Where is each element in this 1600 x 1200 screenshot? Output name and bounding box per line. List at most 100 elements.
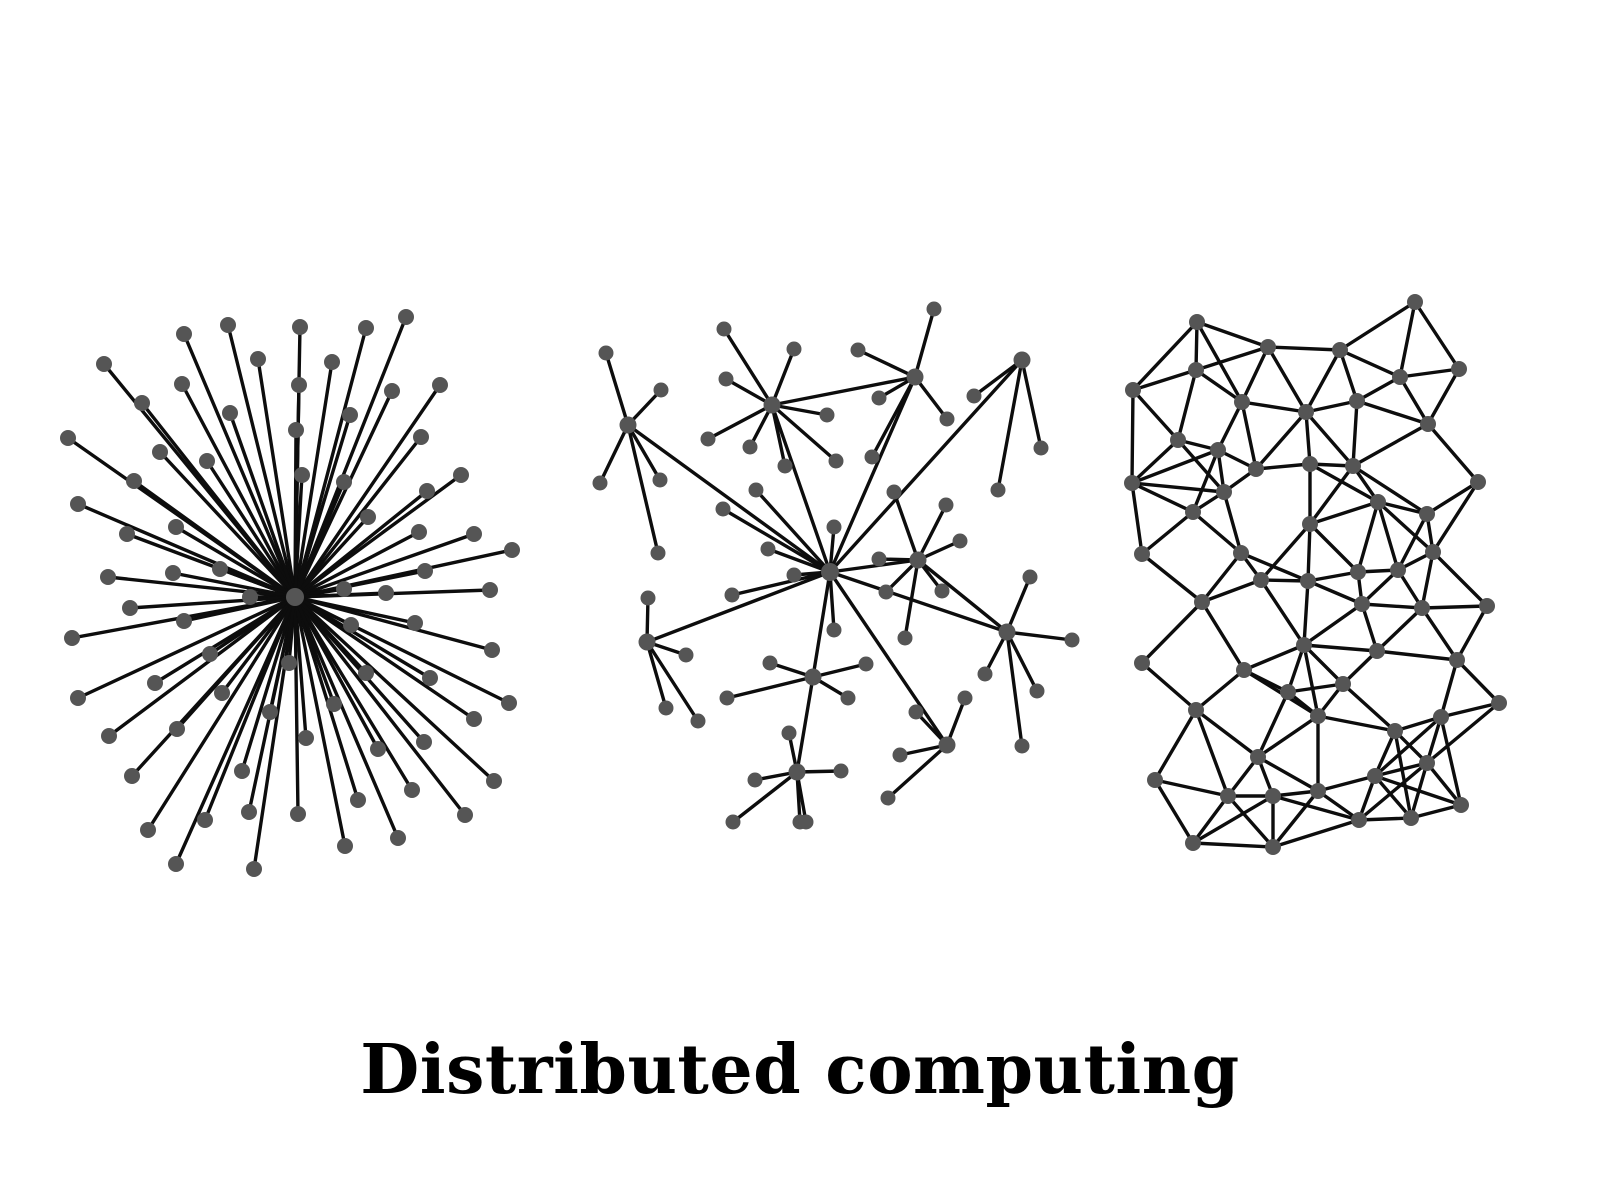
cluster-hub-node — [619, 416, 637, 434]
hub-link-edge — [828, 358, 1024, 574]
cluster-hub-node — [938, 736, 956, 754]
cluster-leaf-node — [880, 790, 896, 806]
mesh-node — [1407, 294, 1423, 310]
mesh-edge — [1286, 643, 1306, 694]
mesh-edge — [1357, 816, 1413, 822]
mesh-node — [1220, 788, 1236, 804]
mesh-edge — [1355, 375, 1402, 403]
star-leaf-node — [168, 856, 184, 872]
star-leaf-node — [298, 730, 314, 746]
star-leaf-node — [324, 354, 340, 370]
mesh-node — [1210, 442, 1226, 458]
cluster-edge — [731, 770, 799, 824]
mesh-node — [1233, 545, 1249, 561]
cluster-edge — [724, 377, 774, 407]
star-edge — [158, 450, 297, 599]
mesh-edge — [1304, 410, 1355, 468]
star-leaf-node — [294, 467, 310, 483]
star-leaf-node — [484, 642, 500, 658]
mesh-edge — [1200, 600, 1246, 672]
star-leaf-node — [336, 581, 352, 597]
mesh-edge — [1242, 643, 1306, 672]
mesh-edge — [1191, 448, 1220, 514]
cluster-leaf-node — [718, 371, 734, 387]
mesh-node — [1147, 772, 1163, 788]
star-leaf-node — [390, 830, 406, 846]
mesh-edge — [1256, 690, 1290, 759]
mesh-edge — [1226, 755, 1260, 798]
mesh-edge — [1194, 345, 1270, 372]
cluster-leaf-node — [840, 690, 856, 706]
mesh-node — [1188, 702, 1204, 718]
mesh-node — [1124, 475, 1140, 491]
star-edge — [293, 383, 442, 599]
star-leaf-node — [416, 734, 432, 750]
mesh-node — [1370, 494, 1386, 510]
star-leaf-node — [220, 317, 236, 333]
cluster-edge — [886, 743, 949, 800]
star-leaf-node — [168, 519, 184, 535]
star-leaf-node — [337, 838, 353, 854]
star-leaf-node — [288, 422, 304, 438]
star-edge — [256, 357, 297, 599]
mesh-edge — [1425, 761, 1463, 807]
mesh-edge — [1271, 818, 1361, 849]
mesh-node — [1369, 643, 1385, 659]
star-leaf-node — [343, 617, 359, 633]
cluster-hub-node — [906, 368, 924, 386]
mesh-node — [1451, 361, 1467, 377]
star-edge — [293, 595, 494, 652]
cluster-edge — [916, 503, 948, 562]
cluster-edge — [721, 507, 832, 574]
mesh-edge — [1153, 708, 1198, 782]
mesh-edge — [1398, 367, 1461, 379]
cluster-edge — [645, 640, 668, 710]
mesh-edge — [1426, 367, 1461, 426]
mesh-edge — [1304, 348, 1342, 414]
mesh-edge — [1302, 643, 1379, 653]
mesh-edge — [1376, 500, 1435, 554]
mesh-edge — [1194, 320, 1199, 372]
cluster-leaf-node — [742, 439, 758, 455]
star-leaf-node — [212, 561, 228, 577]
mesh-edge — [1194, 708, 1230, 798]
mesh-edge — [1439, 701, 1501, 719]
mesh-edge — [1271, 794, 1361, 822]
mesh-edge — [1338, 348, 1402, 379]
mesh-node — [1419, 755, 1435, 771]
star-leaf-node — [358, 320, 374, 336]
cluster-edge — [856, 348, 917, 379]
mesh-edge — [1355, 399, 1430, 426]
mesh-edge — [1131, 320, 1199, 392]
mesh-edge — [1316, 789, 1361, 822]
hub-link-edge — [828, 570, 949, 747]
star-edge — [293, 435, 423, 599]
mesh-node — [1354, 596, 1370, 612]
star-leaf-node — [290, 806, 306, 822]
hub-link-edge — [626, 423, 832, 574]
star-edge — [182, 332, 297, 599]
mesh-node — [1419, 506, 1435, 522]
mesh-edge — [1373, 729, 1397, 778]
star-leaf-node — [147, 675, 163, 691]
star-edge — [293, 473, 304, 599]
cluster-leaf-node — [724, 587, 740, 603]
cluster-leaf-node — [716, 321, 732, 337]
cluster-edge — [626, 423, 660, 555]
cluster-leaf-node — [828, 453, 844, 469]
mesh-node — [1491, 695, 1507, 711]
cluster-leaf-node — [653, 382, 669, 398]
star-leaf-node — [176, 613, 192, 629]
star-leaf-node — [417, 563, 433, 579]
star-leaf-node — [100, 569, 116, 585]
star-leaf-node — [199, 453, 215, 469]
mesh-edge — [1302, 602, 1364, 647]
mesh-node — [1390, 562, 1406, 578]
cluster-leaf-node — [966, 388, 982, 404]
cluster-edge — [1005, 575, 1032, 634]
cluster-leaf-node — [878, 584, 894, 600]
star-leaf-node — [457, 807, 473, 823]
star-edge — [293, 595, 467, 817]
star-leaf-node — [214, 685, 230, 701]
star-edge — [293, 595, 300, 816]
